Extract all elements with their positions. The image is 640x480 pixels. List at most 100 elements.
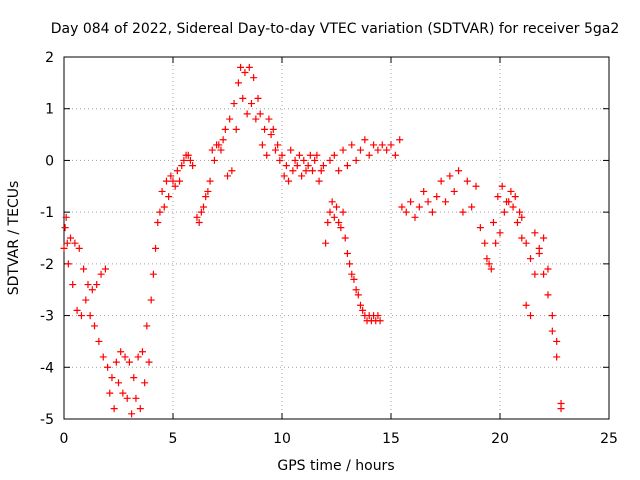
- data-point: [119, 389, 127, 397]
- data-point: [115, 379, 122, 387]
- data-point: [156, 208, 164, 216]
- data-point: [481, 239, 489, 247]
- x-tick-label: 5: [169, 431, 178, 447]
- data-point: [402, 208, 410, 216]
- data-point: [487, 265, 495, 273]
- data-point: [282, 162, 290, 170]
- data-point: [200, 203, 208, 211]
- x-tick-label: 25: [600, 431, 618, 447]
- data-point: [313, 151, 321, 159]
- data-point: [518, 213, 526, 221]
- data-point: [374, 146, 382, 154]
- data-point: [330, 213, 338, 221]
- data-point: [348, 270, 356, 278]
- data-point: [143, 322, 151, 330]
- data-point: [234, 79, 242, 87]
- data-point: [186, 156, 194, 164]
- data-point: [162, 177, 170, 185]
- data-point: [326, 208, 334, 216]
- data-point: [112, 358, 120, 366]
- data-point: [531, 270, 539, 278]
- data-point: [326, 156, 334, 164]
- data-point: [356, 301, 364, 309]
- data-point: [138, 348, 146, 356]
- data-point: [132, 394, 140, 402]
- data-point: [285, 177, 293, 185]
- data-point: [548, 312, 556, 320]
- data-point: [522, 239, 530, 247]
- data-point: [97, 270, 105, 278]
- data-point: [483, 255, 491, 263]
- data-point: [350, 275, 358, 283]
- y-tick-label: -3: [40, 309, 54, 325]
- data-point: [348, 141, 356, 149]
- data-point: [265, 115, 273, 123]
- data-point: [335, 167, 343, 175]
- data-point: [437, 177, 445, 185]
- data-point: [121, 353, 129, 361]
- data-point: [309, 167, 317, 175]
- data-point: [99, 353, 107, 361]
- x-tick-label: 15: [382, 431, 400, 447]
- data-point: [527, 255, 535, 263]
- data-point: [492, 239, 500, 247]
- data-point: [189, 162, 197, 170]
- series-segment-4: [326, 136, 404, 175]
- data-point: [228, 167, 236, 175]
- data-point: [195, 218, 203, 226]
- data-point: [378, 141, 386, 149]
- x-tick-labels: 0 5 10 15 20 25: [60, 431, 618, 447]
- data-point: [173, 167, 181, 175]
- y-tick-labels: -5 -4 -3 -2 -1 0 1 2: [40, 50, 54, 428]
- data-point: [221, 125, 229, 133]
- data-point: [73, 306, 81, 314]
- data-point: [217, 146, 225, 154]
- data-point: [446, 172, 454, 180]
- data-point: [77, 312, 85, 320]
- data-point: [540, 270, 548, 278]
- data-point: [101, 265, 109, 273]
- data-point: [330, 151, 338, 159]
- data-point: [60, 244, 68, 252]
- series-segment-3: [317, 162, 384, 325]
- data-point: [80, 265, 88, 273]
- data-point: [300, 156, 308, 164]
- data-point: [93, 281, 101, 289]
- y-tick-label: -5: [40, 412, 54, 428]
- series-segment-2: [193, 63, 323, 226]
- data-point: [391, 151, 399, 159]
- data-point: [237, 63, 245, 71]
- grid-lines: [64, 57, 609, 419]
- data-point: [267, 131, 275, 139]
- data-point: [230, 100, 238, 108]
- data-point: [498, 182, 506, 190]
- chart-title: Day 084 of 2022, Sidereal Day-to-day VTE…: [51, 21, 620, 37]
- data-point: [117, 348, 125, 356]
- data-point: [507, 187, 515, 195]
- data-point: [145, 358, 153, 366]
- data-point: [433, 193, 441, 201]
- data-point: [343, 250, 351, 258]
- data-point: [335, 218, 343, 226]
- data-point: [553, 337, 561, 345]
- data-point: [450, 187, 458, 195]
- data-point: [67, 234, 75, 242]
- data-point: [509, 203, 517, 211]
- data-point: [415, 203, 423, 211]
- data-point: [356, 146, 364, 154]
- data-point: [204, 187, 212, 195]
- data-point: [540, 234, 548, 242]
- data-point: [298, 172, 306, 180]
- data-point: [295, 151, 303, 159]
- data-point: [241, 69, 249, 77]
- data-point: [158, 187, 166, 195]
- y-tick-label: 2: [45, 50, 54, 66]
- data-point: [341, 234, 349, 242]
- data-point: [104, 363, 112, 371]
- data-point: [224, 172, 231, 180]
- data-point: [365, 151, 373, 159]
- data-point: [548, 327, 556, 335]
- y-axis-label: SDTVAR / TECUs: [6, 181, 22, 296]
- data-point: [75, 244, 83, 252]
- data-point: [88, 286, 96, 294]
